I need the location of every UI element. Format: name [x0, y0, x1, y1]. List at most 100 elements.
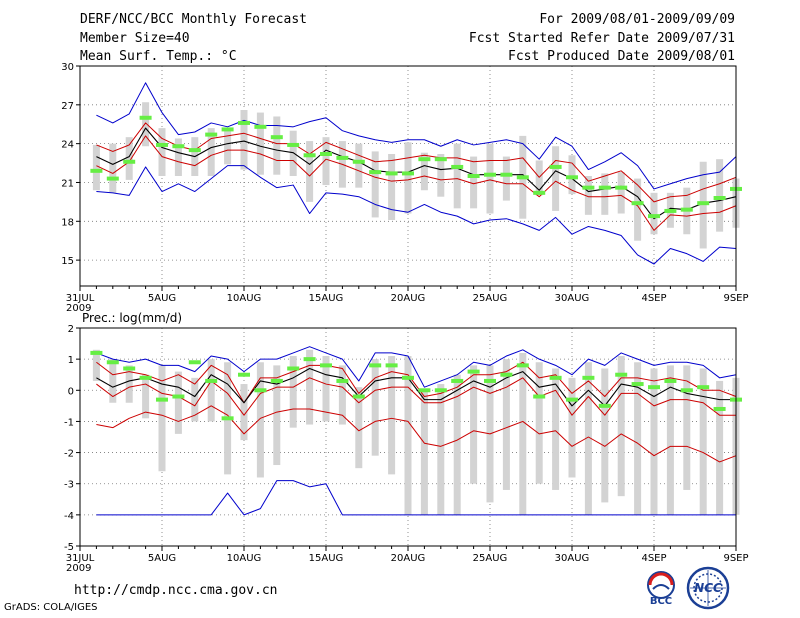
ensemble-box — [535, 160, 543, 196]
spread-lower-line — [96, 377, 736, 416]
spread-outer-lower-line — [96, 405, 737, 463]
ncc-logo-text: NCC — [694, 581, 722, 595]
ensemble-box — [502, 156, 510, 201]
y-tick-label: 2 — [68, 324, 74, 335]
observed-marker — [549, 164, 562, 169]
ensemble-box — [716, 380, 724, 515]
variable-label: Mean Surf. Temp.: °C — [80, 49, 237, 64]
ensemble-box — [634, 178, 642, 241]
ensemble-box — [322, 137, 330, 186]
y-tick-label: -4 — [64, 511, 74, 522]
observed-marker — [697, 385, 710, 390]
ensemble-box — [371, 359, 379, 456]
observed-marker — [680, 388, 693, 393]
observed-marker — [123, 159, 136, 164]
observed-marker — [484, 172, 496, 177]
panel-1: 15 18 21 24 27 30 31JUL 5AUG 10AUG 15AUG 20AUG 25AU… — [61, 62, 748, 314]
x-tick-label: 20AUG — [391, 553, 426, 564]
ensemble-box — [109, 359, 117, 403]
ensemble-min-line — [96, 165, 737, 265]
x-year-label: 2009 — [66, 563, 91, 574]
ensemble-box — [535, 362, 543, 484]
ensemble-box — [420, 152, 428, 191]
y-tick-label: 15 — [61, 256, 74, 267]
ensemble-box — [388, 356, 396, 475]
observed-marker — [385, 363, 398, 368]
ensemble-box — [519, 352, 527, 515]
source-url[interactable]: http://cmdp.ncc.cma.gov.cn — [74, 583, 278, 598]
x-tick-label: 30AUG — [555, 553, 590, 564]
observed-marker — [434, 157, 447, 162]
ensemble-box — [306, 141, 314, 202]
y-tick-label: -2 — [64, 449, 74, 460]
x-tick-label: 20AUG — [391, 293, 426, 304]
ensemble-box — [174, 138, 182, 176]
observed-marker — [156, 397, 168, 402]
ensemble-mean-line — [96, 367, 736, 407]
ensemble-box — [240, 110, 248, 170]
observed-marker — [500, 372, 513, 377]
x-tick-label: 9SEP — [723, 293, 748, 304]
ensemble-box — [502, 359, 510, 490]
ensemble-box — [666, 365, 674, 515]
observed-marker — [467, 369, 480, 374]
spread-lower-line — [96, 135, 737, 231]
ensemble-box — [404, 356, 412, 515]
observed-marker — [385, 171, 398, 176]
observed-marker — [352, 394, 365, 399]
ensemble-box — [322, 356, 330, 422]
observed-marker — [402, 171, 414, 176]
observed-marker — [713, 196, 726, 200]
observed-marker — [123, 366, 136, 371]
observed-marker — [139, 115, 152, 120]
observed-marker — [631, 382, 644, 387]
ensemble-box — [92, 349, 100, 381]
x-tick-label: 9SEP — [723, 553, 748, 564]
observed-marker — [221, 416, 234, 421]
ensemble-box — [125, 365, 133, 403]
ensemble-box — [273, 116, 281, 175]
y-tick-label: -5 — [64, 542, 74, 553]
observed-marker — [598, 403, 611, 408]
ensemble-box — [437, 154, 445, 197]
observed-marker — [615, 185, 628, 190]
y-tick-label: 1 — [68, 355, 74, 366]
ensemble-box — [109, 143, 117, 193]
ensemble-box — [191, 377, 199, 422]
observed-marker — [106, 176, 119, 181]
observed-marker — [697, 201, 710, 206]
observed-marker — [467, 174, 480, 178]
ensemble-box — [617, 172, 625, 214]
observed-marker — [582, 375, 595, 380]
produced-date-label: Fcst Produced Date 2009/08/01 — [508, 49, 735, 64]
ensemble-box — [240, 384, 248, 441]
observed-marker — [418, 157, 431, 162]
observed-marker — [254, 388, 267, 393]
observed-marker — [156, 142, 168, 147]
forecast-period-label: For 2009/08/01-2009/09/09 — [539, 12, 735, 27]
observed-marker — [172, 394, 185, 399]
ensemble-box — [650, 368, 658, 515]
x-tick-label: 4SEP — [641, 293, 666, 304]
ensemble-box — [716, 159, 724, 232]
ensemble-box — [470, 365, 478, 484]
observed-marker — [336, 155, 349, 160]
observed-marker — [500, 172, 513, 177]
ensemble-box — [142, 102, 150, 147]
observed-marker — [287, 366, 300, 371]
ensemble-box — [207, 128, 215, 176]
y-tick-label: 18 — [61, 217, 74, 228]
y-tick-label: 30 — [61, 62, 74, 73]
x-tick-label: 31JUL — [66, 293, 95, 304]
ensemble-box — [371, 151, 379, 218]
ensemble-box — [388, 154, 396, 220]
ensemble-box — [699, 368, 707, 515]
ensemble-box — [437, 384, 445, 515]
observed-marker — [320, 363, 332, 368]
observed-marker — [533, 394, 546, 399]
ensemble-box — [584, 176, 592, 215]
observed-marker — [320, 152, 332, 156]
y-tick-label: 24 — [61, 140, 74, 151]
observed-marker — [451, 164, 464, 169]
